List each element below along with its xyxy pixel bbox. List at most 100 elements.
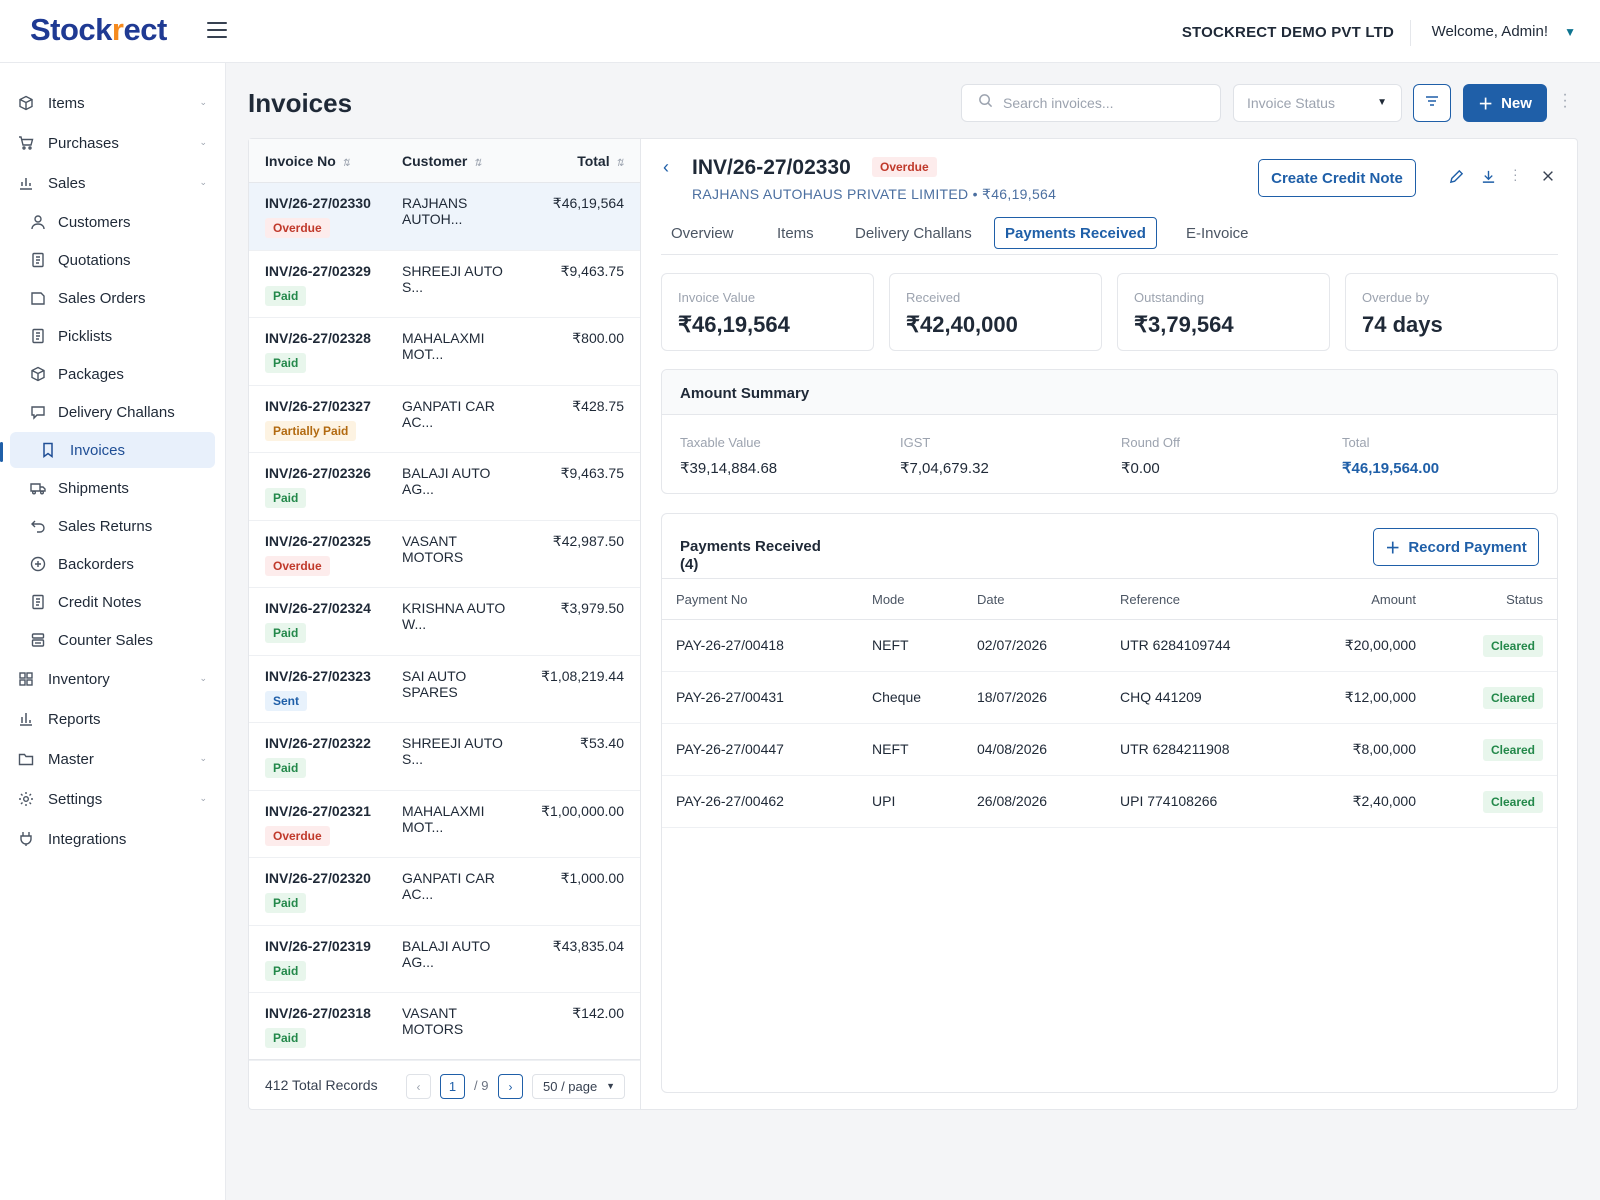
table-row[interactable]: INV/26-27/02328 MAHALAXMI MOT... ₹800.00 Pa… <box>249 318 640 386</box>
sidebar-item-reports[interactable]: Reports <box>10 701 215 737</box>
search-input[interactable] <box>1003 95 1203 111</box>
invoice-total: ₹1,00,000.00 <box>541 802 624 819</box>
summary-round-off: Round Off ₹0.00 <box>1121 435 1181 477</box>
more-options-icon[interactable]: · · · <box>1562 86 1568 115</box>
current-page[interactable]: 1 <box>440 1074 465 1099</box>
per-page-select[interactable]: 50 / page ▼ <box>532 1074 625 1099</box>
sidebar-item-label: Delivery Challans <box>58 403 175 421</box>
user-menu[interactable]: Welcome, Admin! <box>1431 23 1548 40</box>
table-row[interactable]: PAY-26-27/00447 NEFT 04/08/2026 UTR 6284211… <box>662 724 1557 776</box>
edit-icon[interactable] <box>1449 169 1464 188</box>
invoice-total: ₹1,000.00 <box>560 870 624 886</box>
table-row[interactable]: INV/26-27/02322 SHREEJI AUTO S... ₹53.40 Pa… <box>249 723 640 791</box>
sidebar-item-delivery-challans[interactable]: Delivery Challans <box>10 394 215 430</box>
sidebar-item-shipments[interactable]: Shipments <box>10 470 215 506</box>
table-row[interactable]: INV/26-27/02325 VASANT MOTORS ₹42,987.50 Ov… <box>249 521 640 588</box>
company-name: STOCKRECT DEMO PVT LTD <box>1181 24 1394 41</box>
sidebar-item-inventory[interactable]: Inventory ⌄ <box>10 661 215 697</box>
sidebar-item-label: Sales <box>48 174 86 192</box>
download-icon[interactable] <box>1481 169 1496 188</box>
record-payment-button[interactable]: ＋ Record Payment <box>1373 528 1539 566</box>
customer-name: GANPATI CAR AC... <box>402 397 495 430</box>
invoice-number: INV/26-27/02322 <box>265 735 371 751</box>
payment-amount: ₹8,00,000 <box>1352 741 1416 757</box>
active-indicator <box>0 442 3 462</box>
stockrect-logo[interactable]: Stockrect <box>30 12 167 47</box>
table-row[interactable]: PAY-26-27/00431 Cheque 18/07/2026 CHQ 44120… <box>662 672 1557 724</box>
doc-icon <box>30 594 46 610</box>
sidebar-item-label: Reports <box>48 710 101 728</box>
sidebar-item-settings[interactable]: Settings ⌄ <box>10 781 215 817</box>
tab-payments-received[interactable]: Payments Received <box>994 217 1157 249</box>
table-row[interactable]: INV/26-27/02319 BALAJI AUTO AG... ₹43,835.… <box>249 926 640 993</box>
return-icon <box>30 518 46 534</box>
amount-summary-title: Amount Summary <box>680 385 810 402</box>
create-credit-note-button[interactable]: Create Credit Note <box>1258 159 1416 197</box>
customer-name: MAHALAXMI MOT... <box>402 330 485 362</box>
prev-page-button[interactable]: ‹ <box>406 1074 431 1099</box>
table-row[interactable]: INV/26-27/02330 RAJHANS AUTOH... ₹46,19,56… <box>249 183 640 251</box>
sidebar-item-counter-sales[interactable]: Counter Sales <box>10 622 215 658</box>
table-row[interactable]: INV/26-27/02318 VASANT MOTORS ₹142.00 Paid <box>249 993 640 1061</box>
customer-name: BALAJI AUTO AG... <box>402 465 491 497</box>
invoice-number: INV/26-27/02323 <box>265 667 371 684</box>
sidebar-item-integrations[interactable]: Integrations <box>10 821 215 857</box>
status-badge: Partially Paid <box>265 420 357 441</box>
total-records: 412 Total Records <box>265 1077 378 1093</box>
search-box[interactable] <box>961 84 1221 122</box>
sidebar-item-label: Integrations <box>48 830 127 848</box>
status-badge: Overdue <box>265 555 330 576</box>
menu-toggle-icon[interactable] <box>207 22 227 38</box>
sidebar-item-packages[interactable]: Packages <box>10 356 215 392</box>
tab-overview[interactable]: Overview <box>671 224 734 242</box>
tab-items[interactable]: Items <box>777 224 814 242</box>
payment-amount: ₹20,00,000 <box>1344 637 1416 653</box>
new-button[interactable]: ＋ New <box>1463 84 1547 122</box>
sidebar-item-sales-orders[interactable]: Sales Orders <box>10 280 215 316</box>
sidebar-item-master[interactable]: Master ⌄ <box>10 741 215 777</box>
filter-button[interactable] <box>1413 84 1451 122</box>
sidebar-item-sales-returns[interactable]: Sales Returns <box>10 508 215 544</box>
sidebar-item-quotations[interactable]: Quotations <box>10 242 215 278</box>
table-row[interactable]: INV/26-27/02324 KRISHNA AUTO W... ₹3,979.5… <box>249 588 640 656</box>
sidebar-item-items[interactable]: Items ⌄ <box>10 85 215 121</box>
sidebar-item-sales[interactable]: Sales ⌄ <box>10 165 215 201</box>
close-icon[interactable] <box>1541 169 1555 187</box>
stat-label: Outstanding <box>1134 290 1205 305</box>
stat-value: ₹3,79,564 <box>1134 312 1234 337</box>
stat-value: ₹46,19,564 <box>678 312 790 337</box>
table-row[interactable]: PAY-26-27/00462 UPI 26/08/2026 UPI 77410826… <box>662 776 1557 828</box>
chevron-down-icon: ⌄ <box>199 177 207 187</box>
table-row[interactable]: INV/26-27/02321 MAHALAXMI MOT... ₹1,00,000… <box>249 791 640 858</box>
back-chevron-icon[interactable]: ‹ <box>663 157 669 177</box>
invoice-number: INV/26-27/02320 <box>265 870 371 886</box>
tab-delivery-challans[interactable]: Delivery Challans <box>855 224 972 242</box>
table-row[interactable]: INV/26-27/02320 GANPATI CAR AC... ₹1,000.0… <box>249 858 640 926</box>
sidebar-item-invoices[interactable]: Invoices <box>10 432 215 468</box>
sidebar-item-picklists[interactable]: Picklists <box>10 318 215 354</box>
user-icon <box>30 214 46 230</box>
detail-tabs: Overview Items Delivery Challans Payment… <box>661 217 1558 255</box>
caret-down-icon[interactable]: ▼ <box>1564 25 1576 39</box>
column-payment-no: Payment No <box>676 592 748 607</box>
sidebar-item-customers[interactable]: Customers <box>10 204 215 240</box>
table-row[interactable]: INV/26-27/02323 SAI AUTO SPARES ₹1,08,219.… <box>249 656 640 723</box>
table-row[interactable]: INV/26-27/02329 SHREEJI AUTO S... ₹9,463.7… <box>249 251 640 318</box>
invoice-title: INV/26-27/02330 <box>692 156 851 179</box>
sidebar-item-label: Sales Orders <box>58 289 146 307</box>
table-row[interactable]: PAY-26-27/00418 NEFT 02/07/2026 UTR 6284109… <box>662 620 1557 672</box>
payment-mode: UPI <box>872 793 896 809</box>
sidebar-item-backorders[interactable]: Backorders <box>10 546 215 582</box>
sidebar-item-purchases[interactable]: Purchases ⌄ <box>10 125 215 161</box>
column-invoice-no[interactable]: Invoice No ⇅ <box>265 153 351 169</box>
more-options-icon[interactable]: · · · <box>1513 161 1518 187</box>
table-row[interactable]: INV/26-27/02327 GANPATI CAR AC... ₹428.75 P… <box>249 386 640 453</box>
column-customer[interactable]: Customer ⇅ <box>402 153 482 169</box>
invoice-status-select[interactable]: Invoice Status ▼ <box>1233 84 1402 122</box>
table-row[interactable]: INV/26-27/02326 BALAJI AUTO AG... ₹9,463.7… <box>249 453 640 521</box>
column-total[interactable]: Total ⇅ <box>577 153 624 169</box>
tab-e-invoice[interactable]: E-Invoice <box>1186 224 1249 242</box>
status-badge: Paid <box>265 285 307 306</box>
next-page-button[interactable]: › <box>498 1074 523 1099</box>
sidebar-item-credit-notes[interactable]: Credit Notes <box>10 584 215 620</box>
